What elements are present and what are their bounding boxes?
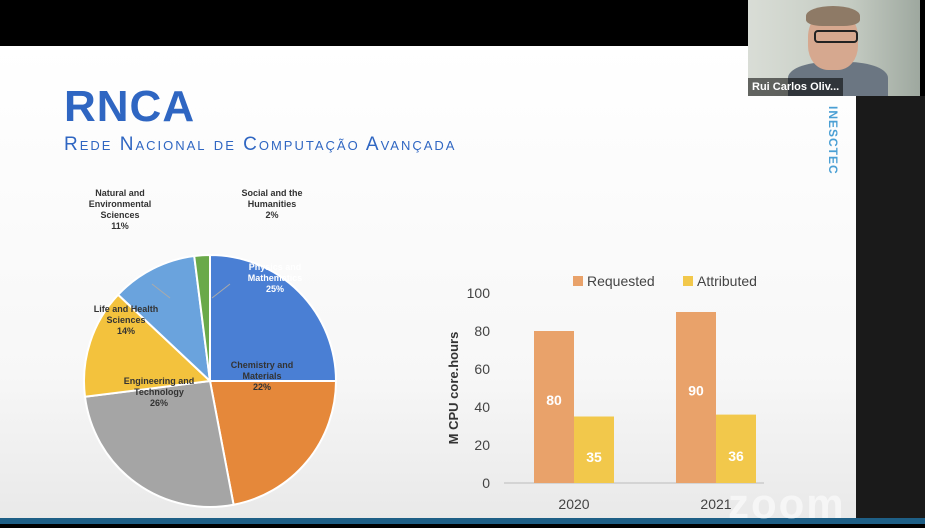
y-tick-label: 20 xyxy=(474,437,490,453)
pie-label-life: Life and Health Sciences 14% xyxy=(93,304,159,336)
pie-slice-physics xyxy=(209,253,338,382)
bottom-bar xyxy=(0,518,925,524)
pie-label-social: Social and the Humanities 2% xyxy=(241,188,303,220)
y-tick-label: 100 xyxy=(467,285,491,301)
legend-label-requested: Requested xyxy=(587,273,655,289)
slide-title: RNCA xyxy=(64,82,196,131)
bar-requested-2021 xyxy=(676,312,716,483)
presentation-slide: RNCA Rede Nacional de Computação Avançad… xyxy=(0,46,856,518)
brand-vertical-text: INESCTEC xyxy=(826,106,840,175)
y-tick-label: 0 xyxy=(482,475,490,491)
pie-slice-engineering xyxy=(83,379,235,508)
pie-chart xyxy=(83,253,338,508)
y-tick-label: 60 xyxy=(474,361,490,377)
bar-attributed-2021 xyxy=(716,414,756,483)
y-tick-label: 80 xyxy=(474,323,490,339)
data-label-requested-2020: 80 xyxy=(546,392,562,408)
x-tick-label-2021: 2021 xyxy=(700,496,731,512)
slide-subtitle: Rede Nacional de Computação Avançada xyxy=(64,134,457,155)
leader-line-social xyxy=(211,283,231,299)
legend-swatch-attributed xyxy=(683,276,693,286)
y-tick-label: 40 xyxy=(474,399,490,415)
data-label-requested-2021: 90 xyxy=(688,383,704,399)
bar-chart: 0 20 40 60 80 100 M CPU core.hours Requested Att… xyxy=(446,273,764,512)
pie-label-chemistry: Chemistry and Materials 22% xyxy=(230,360,294,392)
pie-label-natural: Natural and Environmental Sciences 11% xyxy=(88,188,152,231)
zoom-watermark: zoom xyxy=(728,480,846,527)
participant-glasses xyxy=(814,30,858,43)
participant-video[interactable]: Rui Carlos Oliv... xyxy=(748,0,920,96)
bar-requested-2020 xyxy=(534,331,574,483)
legend-swatch-requested xyxy=(573,276,583,286)
bar-attributed-2020 xyxy=(574,416,614,483)
participant-name: Rui Carlos Oliv... xyxy=(748,78,844,96)
x-tick-label-2020: 2020 xyxy=(558,496,589,512)
pie-slice-natural xyxy=(116,254,212,384)
data-label-attributed-2020: 35 xyxy=(586,449,602,465)
pie-label-engineering: Engineering and Technology 26% xyxy=(123,376,195,408)
pie-label-physics: Physics and Mathematics 25% xyxy=(247,262,303,294)
pie-slice-social xyxy=(193,253,211,382)
pie-slice-chemistry xyxy=(208,380,338,506)
pie-slice-life xyxy=(83,293,213,398)
leader-line-natural xyxy=(151,283,171,299)
side-strip xyxy=(856,96,925,524)
participant-hair xyxy=(806,6,860,26)
y-axis-label: M CPU core.hours xyxy=(446,332,461,445)
legend-label-attributed: Attributed xyxy=(697,273,757,289)
data-label-attributed-2021: 36 xyxy=(728,448,744,464)
